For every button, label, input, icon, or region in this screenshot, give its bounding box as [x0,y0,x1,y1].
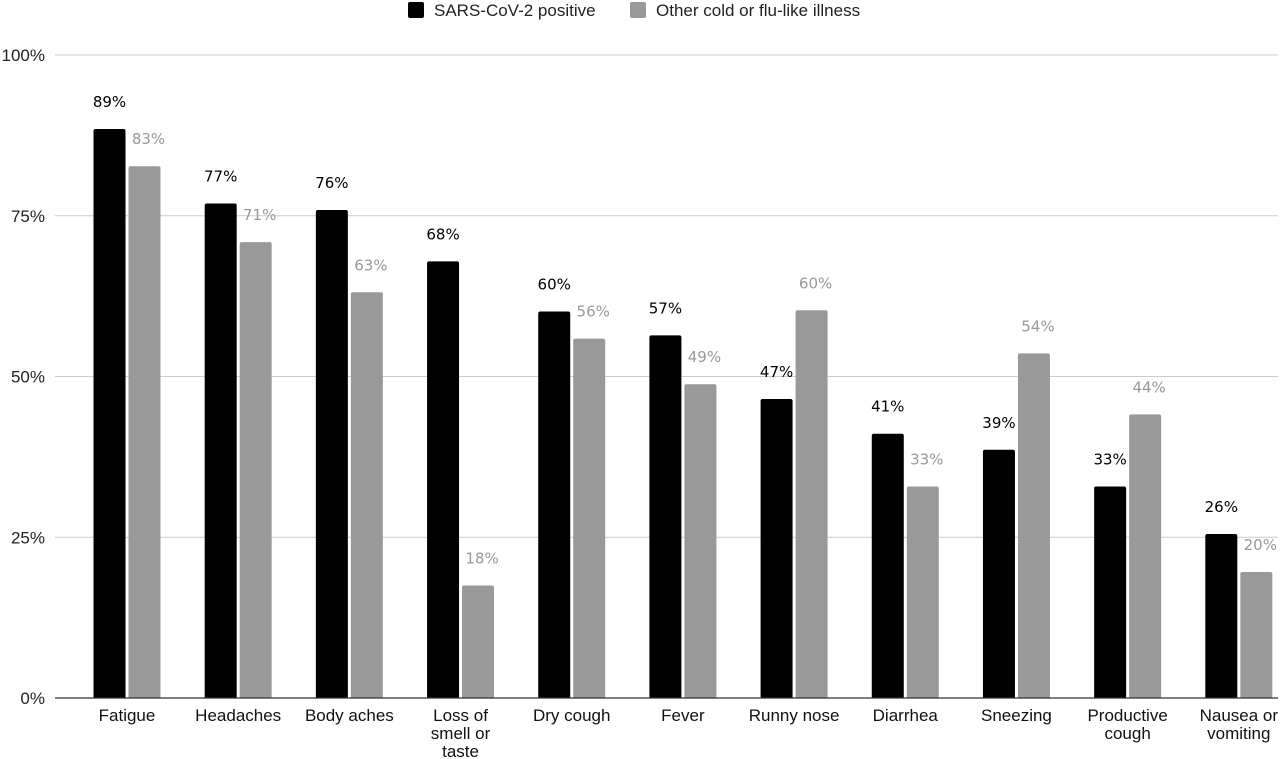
bar [1017,353,1050,698]
x-tick-label-line: cough [1104,724,1150,743]
bar [982,449,1015,698]
data-label: 89% [93,93,126,111]
data-label: 57% [649,299,682,317]
x-tick-label-line: Nausea or [1200,706,1279,725]
x-tick-label-line: Headaches [195,706,281,725]
y-tick-label: 0% [20,689,45,708]
x-tick-label: Body aches [305,706,394,725]
bars [93,128,1273,698]
bar [795,310,828,698]
data-label: 20% [1244,536,1277,554]
bar [871,433,904,698]
x-tick-label-line: Runny nose [749,706,840,725]
data-label: 63% [354,256,387,274]
data-label: 76% [315,174,348,192]
y-axis: 0% 25% 50% 75% 100% [2,46,45,708]
data-label: 54% [1021,317,1054,335]
x-tick-label-line: Diarrhea [873,706,939,725]
bar [128,166,161,698]
x-tick-label: Runny nose [749,706,840,725]
data-label: 77% [204,168,237,186]
y-tick-label: 50% [11,368,45,387]
bar [350,292,383,698]
bar [1129,414,1162,698]
legend-item: Other cold or flu-like illness [630,1,860,20]
bar [684,384,717,698]
bar [315,209,348,698]
data-label: 49% [688,348,721,366]
bar [93,128,126,698]
data-label: 47% [760,363,793,381]
bar [906,486,939,698]
y-tick-label: 25% [11,528,45,547]
x-tick-label-line: Productive [1087,706,1167,725]
data-label: 60% [799,274,832,292]
data-label: 39% [982,414,1015,432]
x-tick-label-line: taste [442,742,479,759]
x-tick-label-line: Fever [661,706,705,725]
x-tick-label: Nausea or vomiting [1200,706,1279,743]
x-tick-label: Fever [661,706,705,725]
legend-label: Other cold or flu-like illness [656,1,860,20]
x-tick-label: Sneezing [981,706,1052,725]
x-tick-label-line: smell or [431,724,491,743]
data-label: 71% [243,206,276,224]
data-label: 33% [910,450,943,468]
bar [1094,486,1127,698]
x-tick-label-line: vomiting [1207,724,1270,743]
bar [1240,571,1273,698]
x-tick-label-line: Body aches [305,706,394,725]
bar [649,335,682,698]
x-tick-label: Productive cough [1087,706,1167,743]
bar [462,585,495,698]
bar [538,311,571,698]
legend-swatch [630,2,646,18]
legend-item: SARS-CoV-2 positive [408,1,596,20]
data-label: 68% [426,225,459,243]
x-tick-label-line: Sneezing [981,706,1052,725]
bar [1205,534,1238,698]
data-label: 44% [1132,378,1165,396]
x-tick-label: Dry cough [533,706,610,725]
bar [204,203,237,698]
x-tick-label: Diarrhea [873,706,939,725]
x-tick-label-line: Dry cough [533,706,610,725]
legend-label: SARS-CoV-2 positive [434,1,596,20]
data-label: 83% [132,130,165,148]
x-tick-label: Loss of smell or taste [431,706,491,759]
x-tick-label: Fatigue [99,706,156,725]
x-tick-label-line: Loss of [433,706,488,725]
data-label: 41% [871,398,904,416]
bar [427,261,460,698]
x-tick-label-line: Fatigue [99,706,156,725]
data-label: 60% [538,276,571,294]
x-axis: Fatigue Headaches Body aches Loss of smell o… [99,706,1279,759]
x-tick-label: Headaches [195,706,281,725]
data-label: 56% [577,303,610,321]
legend-swatch [408,2,424,18]
y-tick-label: 100% [2,46,45,65]
bar [760,399,793,698]
bar [573,338,606,698]
y-tick-label: 75% [11,207,45,226]
data-label: 33% [1093,450,1126,468]
data-label: 26% [1205,498,1238,516]
data-label: 18% [465,549,498,567]
data-labels: 89% 77% 76% 68% 60% 57% 47% 41% 39% 33% 26% 83% 71% 6… [93,93,1277,568]
bar [239,242,272,698]
legend: SARS-CoV-2 positive Other cold or flu-lik… [408,1,860,20]
